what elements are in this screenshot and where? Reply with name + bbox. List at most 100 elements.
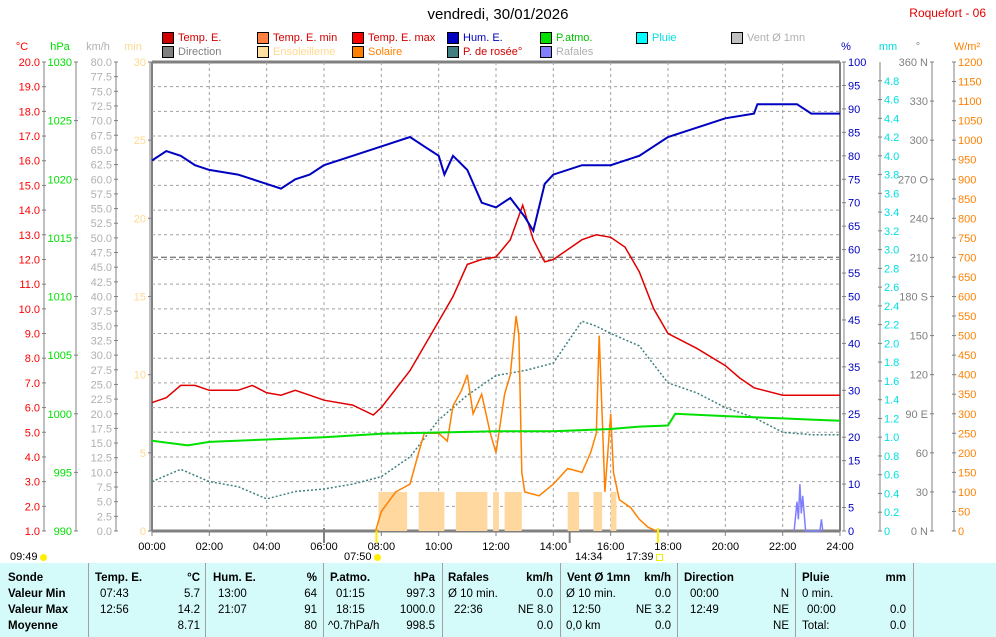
axis-tick-label: 47.5: [91, 248, 112, 260]
axis-tick-label: 500: [958, 331, 976, 343]
axis-tick-label: 1.0: [884, 432, 899, 444]
sunshine-bar: [610, 491, 617, 531]
axis-tick-label: 180 S: [899, 292, 928, 304]
axis-tick-label: 6.0: [25, 403, 40, 415]
axis-tick-label: 8.0: [25, 353, 40, 365]
hum-value: 80: [304, 620, 317, 632]
header-temp: Temp. E.: [95, 572, 143, 584]
legend-label: Ensoleilleme: [273, 46, 336, 58]
axis-tick-label: 1200: [958, 57, 982, 69]
axis-tick-label: 0.8: [884, 451, 899, 463]
axis-tick-label: 1015: [48, 233, 72, 245]
press-value: 997.3: [406, 588, 435, 600]
axis-tick-label: 13.0: [19, 230, 40, 242]
legend-item: P. de rosée°: [447, 46, 522, 58]
header-wind-unit: km/h: [644, 572, 671, 584]
press-value: 1000.0: [399, 604, 435, 616]
legend-label: Direction: [178, 46, 222, 58]
sun-icon: [39, 553, 47, 561]
axis-unit-hum: %: [841, 41, 851, 53]
header-wind: Vent Ø 1mn: [567, 572, 631, 584]
axis-tick-label: 30.0: [91, 350, 112, 362]
event-time: 17:39: [626, 551, 654, 563]
axis-tick-label: 20.0: [91, 409, 112, 421]
temp-value: 8.71: [177, 620, 200, 632]
wind-time: 12:50: [572, 604, 601, 616]
axis-tick-label: 1000: [958, 135, 982, 147]
axis-tick-label: 4.4: [884, 113, 899, 125]
legend-item: Rafales: [540, 46, 593, 58]
axis-tick-label: 60.0: [91, 174, 112, 186]
sunshine-bar: [455, 491, 488, 531]
axis-tick-label: 15: [848, 456, 860, 468]
axis-tick-label: 5.0: [25, 427, 40, 439]
table-column: [795, 563, 913, 637]
axis-tick-label: 100: [958, 487, 976, 499]
axis-tick-label: 4.6: [884, 95, 899, 107]
direction-time: 00:00: [690, 588, 719, 600]
gust-time: 22:36: [454, 604, 483, 616]
rain-time: 0 min.: [802, 588, 834, 600]
axis-tick-label: 30: [134, 57, 146, 69]
legend-label: Pluie: [652, 32, 677, 44]
chart-title: vendredi, 30/01/2026: [427, 6, 569, 23]
event-time: 09:49: [10, 551, 38, 563]
legend-item: Temp. E. min: [257, 32, 337, 44]
axis-tick-label: 10.0: [19, 304, 40, 316]
axis-tick-label: 12.5: [91, 453, 112, 465]
axis-tick-label: 20.0: [19, 57, 40, 69]
legend-swatch: [636, 32, 648, 44]
legend-label: P. de rosée°: [463, 46, 523, 58]
axis-tick-label: 1150: [958, 77, 982, 89]
axis-tick-label: 55.0: [91, 204, 112, 216]
axis-tick-label: 1.0: [25, 526, 40, 538]
axis-tick-label: 550: [958, 311, 976, 323]
legend-label: Temp. E.: [178, 32, 222, 44]
rain-value: 0.0: [890, 604, 906, 616]
axis-tick-label: 15.0: [19, 180, 40, 192]
axis-tick-label: 15: [134, 292, 146, 304]
legend-swatch: [257, 46, 269, 58]
axis-tick-label: 4.0: [884, 151, 899, 163]
gust-value: 0.0: [537, 588, 553, 600]
wind-time: Ø 10 min.: [566, 588, 616, 600]
gust-value: 0.0: [537, 620, 553, 632]
x-tick-label: 04:00: [253, 541, 281, 553]
axis-tick-label: 57.5: [91, 189, 112, 201]
axis-tick-label: 2.4: [884, 301, 899, 313]
axis-unit-wind: km/h: [86, 41, 110, 53]
axis-tick-label: 150: [910, 331, 928, 343]
rain-time: 00:00: [807, 604, 836, 616]
axis-tick-label: 0 N: [911, 526, 928, 538]
axis-tick-label: 210: [910, 252, 928, 264]
axis-tick-label: 3.6: [884, 188, 899, 200]
wind-value: NE 3.2: [635, 604, 671, 616]
axis-tick-label: 2.2: [884, 320, 899, 332]
axis-tick-label: 19.0: [19, 82, 40, 94]
table-column: [677, 563, 795, 637]
event-sunrise: 07:50: [344, 551, 381, 563]
axis-tick-label: 14.0: [19, 205, 40, 217]
axis-tick-label: 1025: [48, 116, 72, 128]
axis-tick-label: 20: [134, 213, 146, 225]
axis-tick-label: 42.5: [91, 277, 112, 289]
axis-tick-label: 50: [848, 292, 860, 304]
legend-label: P.atmo.: [556, 32, 593, 44]
legend-label: Temp. E. min: [273, 32, 338, 44]
temp-value: 5.7: [184, 588, 200, 600]
axis-tick-label: 4.0: [25, 452, 40, 464]
header-gust: Rafales: [448, 572, 489, 584]
axis-tick-label: 1005: [48, 350, 72, 362]
series-hum-e-: [151, 103, 840, 234]
axis-tick-label: 9.0: [25, 329, 40, 341]
temp-time: 12:56: [100, 604, 129, 616]
table-column: [913, 563, 996, 637]
axis-tick-label: 4.2: [884, 132, 899, 144]
series-rafales: [793, 484, 824, 532]
axis-tick-label: 50.0: [91, 233, 112, 245]
axis-tick-label: 10.0: [91, 467, 112, 479]
axis-tick-label: 300: [958, 409, 976, 421]
axis-tick-label: 0: [848, 526, 854, 538]
axis-unit-rain: mm: [879, 41, 897, 53]
axis-tick-label: 1.8: [884, 357, 899, 369]
